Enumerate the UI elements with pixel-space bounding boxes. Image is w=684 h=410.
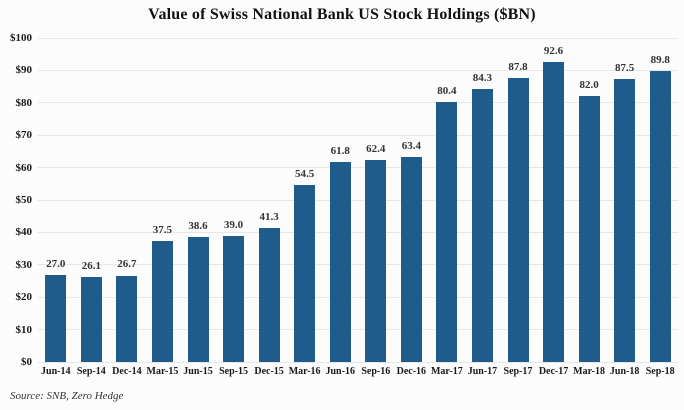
bar-Dec-14: [116, 275, 138, 362]
gridline: [38, 134, 678, 136]
bar-Jun-18: [614, 78, 636, 362]
bar-value-label: 87.5: [615, 61, 635, 74]
x-axis-tick-label: Jun-16: [325, 366, 355, 377]
bar-value-label: 54.5: [295, 168, 315, 181]
gridline: [38, 102, 678, 104]
x-axis-tick-label: Dec-14: [112, 366, 142, 377]
y-axis-tick-label: $50: [15, 194, 33, 206]
y-axis-tick-label: $100: [10, 32, 32, 44]
x-axis-tick-label: Sep-15: [219, 366, 248, 377]
bar-Mar-15: [151, 240, 173, 362]
chart-title: Value of Swiss National Bank US Stock Ho…: [148, 6, 536, 23]
y-axis-tick-label: $10: [15, 323, 33, 336]
source-note: Source: SNB, Zero Hedge: [10, 390, 124, 402]
bar-Sep-17: [507, 77, 529, 362]
x-axis-tick-label: Mar-15: [146, 366, 179, 377]
bar-Jun-17: [471, 88, 493, 362]
gridline: [38, 69, 678, 71]
x-axis-tick-label: Sep-17: [503, 366, 533, 377]
bar-value-label: 38.6: [188, 219, 208, 232]
y-axis-tick-label: $80: [15, 96, 33, 109]
y-axis-tick-label: $90: [15, 64, 33, 77]
x-axis-tick-label: Mar-17: [430, 366, 463, 377]
x-axis-tick-label: Jun-18: [609, 366, 640, 377]
bar-value-label: 87.8: [508, 60, 528, 73]
x-axis-tick-label: Mar-16: [288, 366, 321, 377]
y-axis-tick-label: $30: [15, 258, 33, 271]
x-axis-tick-label: Sep-16: [361, 366, 391, 377]
bar-value-label: 63.4: [401, 139, 421, 152]
bar-Dec-15: [258, 228, 280, 362]
gridline: [38, 231, 678, 233]
bar-Dec-16: [400, 156, 422, 362]
bar-value-label: 26.7: [117, 258, 137, 271]
bar-value-label: 82.0: [579, 79, 599, 92]
gridline: [38, 296, 678, 298]
bar-value-label: 92.6: [543, 44, 564, 57]
gridline: [38, 37, 678, 39]
bar-Sep-16: [365, 159, 387, 362]
bar-Jun-15: [187, 236, 209, 362]
gridline: [38, 361, 678, 363]
bar-Mar-18: [578, 96, 600, 362]
gridline: [38, 167, 678, 169]
plot-area: 27.0 26.1 26.7 37.5 38.6 39.0 41.3 54.5 61.8 62.4…: [38, 37, 678, 363]
bar-value-label: 26.1: [81, 260, 101, 273]
bar-Jun-14: [45, 274, 67, 362]
x-axis-tick-label: Sep-14: [76, 366, 106, 377]
x-axis-tick-label: Jun-17: [467, 366, 498, 377]
bar-Dec-17: [543, 61, 565, 362]
gridline: [38, 264, 678, 266]
x-axis-tick-label: Dec-15: [254, 366, 284, 377]
bar-value-label: 62.4: [366, 142, 386, 155]
x-axis-tick-label: Jun-14: [41, 366, 71, 377]
bar-value-label: 84.3: [472, 71, 493, 84]
bar-Mar-17: [436, 101, 458, 362]
x-axis-tick-label: Dec-16: [396, 366, 427, 377]
bar-value-label: 80.4: [437, 84, 457, 97]
bar-Sep-18: [649, 71, 671, 362]
y-axis-tick-label: $60: [15, 161, 33, 174]
bar-Sep-15: [223, 235, 245, 362]
bar-value-label: 39.0: [223, 218, 244, 231]
y-axis-tick-label: $70: [15, 129, 33, 142]
y-axis-tick-label: $20: [15, 291, 33, 304]
y-axis-tick-label: $40: [15, 226, 33, 239]
gridline: [38, 199, 678, 201]
bar-value-label: 37.5: [152, 223, 173, 236]
bar-Mar-16: [294, 185, 316, 362]
x-axis-tick-label: Sep-18: [645, 366, 675, 377]
y-axis-tick-label: $0: [21, 356, 32, 368]
bar-value-label: 27.0: [46, 257, 66, 270]
gridline: [38, 329, 678, 331]
x-axis-tick-label: Dec-17: [538, 366, 569, 377]
bar-value-label: 41.3: [259, 211, 279, 224]
bar-value-label: 61.8: [330, 144, 350, 157]
x-axis-tick-label: Jun-15: [183, 366, 213, 377]
bar-value-label: 89.8: [650, 54, 670, 67]
bar-Jun-16: [329, 161, 351, 362]
bar-Sep-14: [80, 277, 102, 362]
x-axis-tick-label: Mar-18: [573, 366, 606, 377]
